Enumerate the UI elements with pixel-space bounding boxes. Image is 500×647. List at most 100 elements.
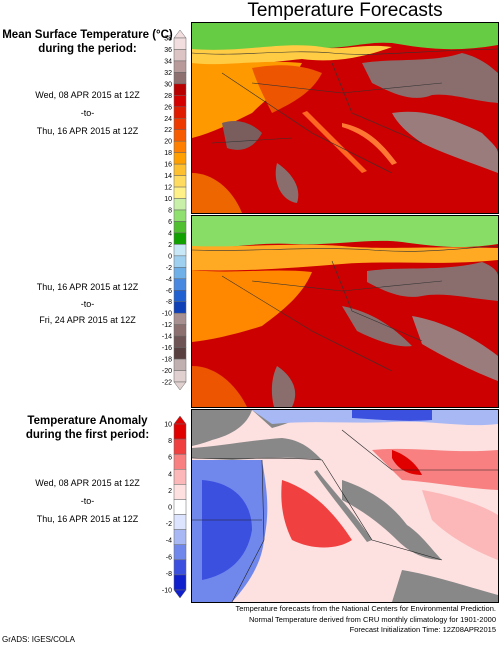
temperature-map-period2	[191, 215, 499, 408]
panel1-heading-line2: during the period:	[38, 43, 137, 55]
panel3-start: Wed, 08 APR 2015 at 12Z	[35, 478, 140, 488]
footer-line2: Normal Temperature derived from CRU mont…	[248, 614, 496, 624]
anomaly-colorbar-tick-label: 6	[168, 455, 172, 462]
anomaly-colorbar-swatch	[173, 559, 187, 576]
temperature-colorbar-swatch	[173, 267, 187, 280]
temperature-colorbar-svg: 38363432302826242220181614121086420-2-4-…	[162, 29, 187, 391]
temperature-colorbar-swatch	[173, 244, 187, 257]
temperature-colorbar-tick-label: 18	[164, 150, 172, 157]
temperature-colorbar-tick-label: 4	[168, 230, 172, 237]
temperature-colorbar-top-arrow	[173, 29, 187, 39]
temperature-colorbar-swatch	[173, 49, 187, 62]
temperature-colorbar-tick-label: 30	[164, 81, 172, 88]
temperature-map-period1	[191, 22, 499, 214]
temperature-colorbar-tick-label: 38	[164, 36, 172, 43]
anomaly-colorbar-tick-label: 2	[168, 488, 172, 495]
temperature-colorbar-tick-label: 8	[168, 208, 172, 215]
temperature-colorbar-swatch	[173, 301, 187, 314]
temperature-colorbar-tick-label: 12	[164, 185, 172, 192]
temperature-colorbar-swatch	[173, 129, 187, 142]
temperature-colorbar-tick-label: -20	[162, 368, 172, 375]
footer: Temperature forecasts from the National …	[166, 604, 496, 636]
anomaly-colorbar-tick-label: -6	[166, 554, 172, 561]
temperature-colorbar-tick-label: 22	[164, 127, 172, 134]
temperature-colorbar-swatch	[173, 163, 187, 176]
temperature-colorbar-swatch	[173, 60, 187, 73]
anomaly-colorbar-svg: 10 8 6 4 2 0 -2 -4 -6 -8 -10	[162, 415, 187, 599]
anomaly-colorbar-tick-label: -2	[166, 521, 172, 528]
anomaly-colorbar-swatch	[173, 499, 187, 515]
anomaly-colorbar-tick-label: -8	[166, 571, 172, 578]
temperature-colorbar-swatch	[173, 72, 187, 85]
temperature-colorbar-swatch	[173, 175, 187, 188]
temperature-colorbar-tick-label: 2	[168, 242, 172, 249]
anomaly-colorbar-tick-label: -10	[162, 588, 172, 595]
temperature-colorbar-tick-label: 36	[164, 47, 172, 54]
temperature-colorbar-swatch	[173, 140, 187, 153]
temperature-colorbar-tick-label: 14	[164, 173, 172, 180]
temperature-colorbar-swatch	[173, 232, 187, 245]
anomaly-colorbar-tick-label: -4	[166, 538, 172, 545]
temperature-colorbar-swatch	[173, 118, 187, 130]
temperature-colorbar-tick-label: 6	[168, 219, 172, 226]
temperature-colorbar-swatch	[173, 37, 187, 50]
page-title: Temperature Forecasts	[247, 0, 443, 21]
footer-line3: Forecast Initialization Time: 12Z08APR20…	[349, 625, 496, 634]
temperature-colorbar-tick-label: -18	[162, 357, 172, 364]
temperature-colorbar-swatch	[173, 358, 187, 371]
temperature-colorbar-tick-label: -14	[162, 334, 172, 341]
temperature-colorbar-swatch	[173, 255, 187, 268]
panel3-end: Thu, 16 APR 2015 at 12Z	[36, 514, 139, 524]
temperature-colorbar-swatch	[173, 290, 187, 302]
temperature-colorbar-tick-label: -10	[162, 311, 172, 318]
temperature-colorbar-tick-label: -6	[166, 288, 172, 295]
temperature-colorbar-swatch	[173, 335, 187, 348]
footer-line1: Temperature forecasts from the National …	[235, 604, 496, 613]
temperature-colorbar-swatch	[173, 198, 187, 211]
panel1-start: Wed, 08 APR 2015 at 12Z	[35, 90, 140, 100]
temperature-colorbar-tick-label: -2	[166, 265, 172, 272]
temperature-colorbar-swatch	[173, 209, 187, 222]
panel3-sep: -to-	[80, 496, 95, 506]
temperature-colorbar-tick-label: 0	[168, 253, 172, 260]
temperature-colorbar-tick-label: -22	[162, 380, 172, 387]
temperature-colorbar-swatch	[173, 347, 187, 360]
anomaly-colorbar-tick-label: 10	[164, 422, 172, 429]
anomaly-colorbar-bottom-arrow	[173, 589, 187, 599]
temperature-colorbar-swatch	[173, 221, 187, 234]
panel3-heading-line1: Temperature Anomaly	[27, 415, 148, 427]
anomaly-colorbar-swatch	[173, 469, 187, 485]
temperature-colorbar-swatch	[173, 83, 187, 96]
panel1-end: Thu, 16 APR 2015 at 12Z	[36, 126, 139, 136]
anomaly-colorbar-swatch	[173, 514, 187, 530]
temperature-colorbar-tick-label: 28	[164, 93, 172, 100]
anomaly-colorbar-swatch	[173, 423, 187, 440]
anomaly-colorbar-swatch	[173, 484, 187, 500]
temperature-colorbar-swatch	[173, 324, 187, 337]
temperature-colorbar-swatch	[173, 278, 187, 291]
anomaly-colorbar-tick-label: 0	[168, 505, 172, 512]
temperature-colorbar-tick-label: -12	[162, 322, 172, 329]
temperature-colorbar: 38 36 34 32 30 28 26 24 22 20 18 16 14 12 10 8 6 4 2 0 -2 -4-…	[160, 29, 192, 391]
temperature-colorbar-swatch	[173, 370, 187, 383]
anomaly-colorbar-swatch	[173, 453, 187, 470]
panel2-end: Fri, 24 APR 2015 at 12Z	[39, 315, 136, 325]
anomaly-colorbar-tick-label: 8	[168, 438, 172, 445]
temperature-colorbar-tick-label: -8	[166, 299, 172, 306]
temperature-colorbar-tick-label: -16	[162, 345, 172, 352]
temperature-colorbar-bottom-arrow	[173, 381, 187, 391]
anomaly-map	[191, 409, 499, 603]
temperature-colorbar-swatch	[173, 152, 187, 165]
anomaly-colorbar-tick-label: 4	[168, 471, 172, 478]
panel2-sep: -to-	[80, 299, 95, 309]
grads-credit: GrADS: IGES/COLA	[2, 635, 75, 644]
temperature-colorbar-tick-label: 24	[164, 116, 172, 123]
panel1-heading: Mean Surface Temperature (°C) during the…	[0, 28, 175, 56]
panel1-sep: -to-	[80, 108, 95, 118]
temperature-colorbar-tick-label: 10	[164, 196, 172, 203]
anomaly-colorbar-swatch	[173, 438, 187, 455]
temperature-colorbar-tick-label: 26	[164, 104, 172, 111]
temperature-colorbar-swatch	[173, 186, 187, 199]
panel2-start: Thu, 16 APR 2015 at 12Z	[36, 282, 139, 292]
panel3-heading: Temperature Anomaly during the first per…	[0, 414, 175, 442]
